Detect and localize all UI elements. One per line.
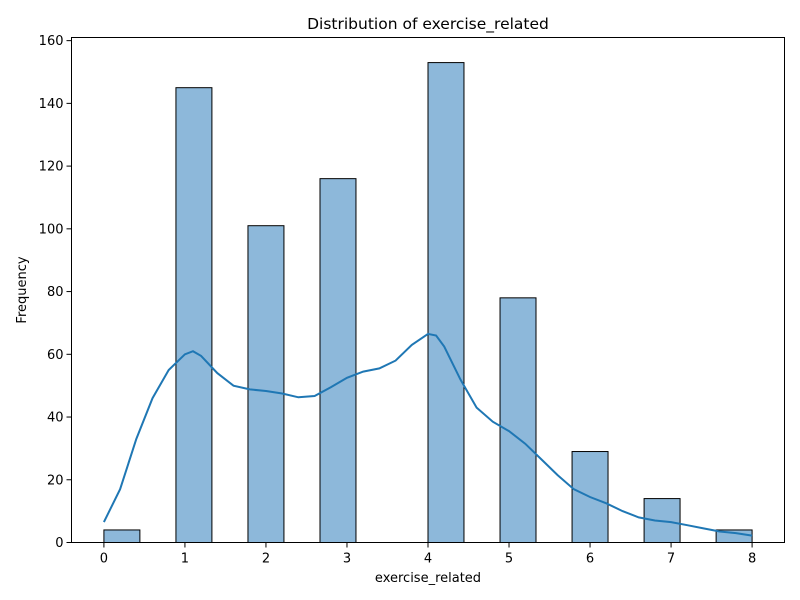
x-tick-label-5: 5: [505, 552, 513, 567]
y-tick-label-4: 80: [47, 285, 64, 300]
chart-title: Distribution of exercise_related: [307, 15, 549, 34]
histogram-bar-3: [319, 178, 357, 543]
bars-group: [103, 62, 753, 544]
kde-curve: [103, 332, 753, 537]
x-tick-label-6: 6: [586, 552, 594, 567]
x-tick-label-0: 0: [100, 552, 108, 567]
y-tick-label-1: 20: [47, 473, 64, 488]
x-axis-label: exercise_related: [375, 571, 481, 586]
y-tick-label-7: 140: [39, 97, 64, 112]
y-tick-label-8: 160: [39, 34, 64, 49]
histogram-bar-5: [499, 297, 537, 543]
y-tick-label-6: 120: [39, 160, 64, 175]
x-tick-label-8: 8: [748, 552, 756, 567]
x-tick-label-7: 7: [667, 552, 675, 567]
x-tick-label-2: 2: [262, 552, 270, 567]
y-tick-label-5: 100: [39, 222, 64, 237]
histogram-bar-0: [103, 529, 141, 544]
y-tick-label-2: 40: [47, 411, 64, 426]
y-axis-ticks: 0 20 40 60 80 100 120 140 160: [39, 34, 72, 551]
x-tick-label-1: 1: [181, 552, 189, 567]
x-tick-label-3: 3: [343, 552, 351, 567]
x-tick-label-4: 4: [424, 552, 432, 567]
y-tick-label-3: 60: [47, 348, 64, 363]
histogram-bar-1: [175, 87, 213, 543]
histogram-bar-4: [427, 62, 465, 543]
y-tick-label-0: 0: [55, 536, 63, 551]
y-axis-label: Frequency: [15, 256, 30, 323]
histogram-bar-2: [247, 225, 285, 543]
x-axis-ticks: 0 1 2 3 4 5 6 7 8: [100, 542, 756, 567]
